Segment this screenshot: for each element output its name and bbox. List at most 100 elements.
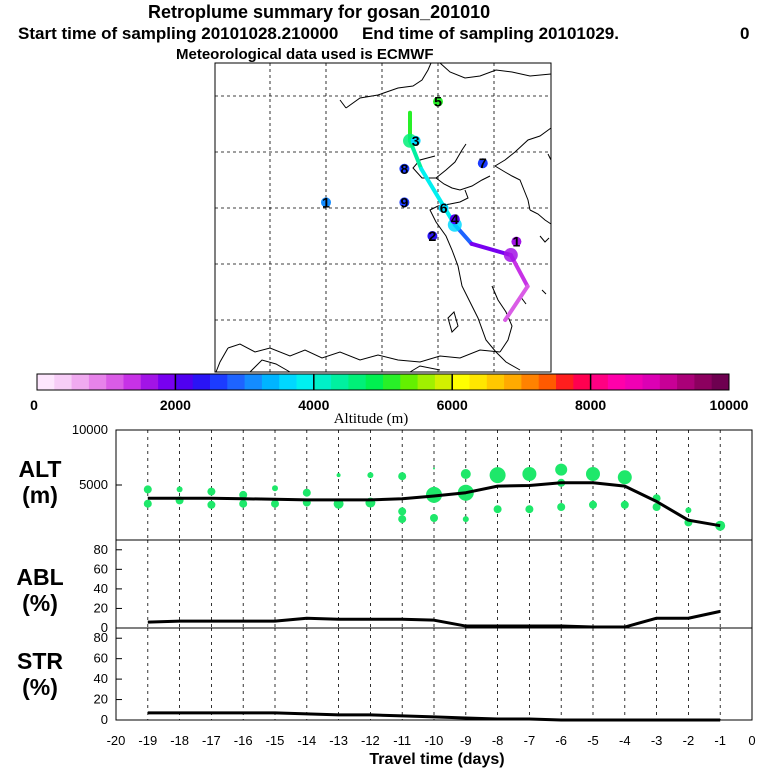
alt-spread-point (336, 473, 341, 478)
alt-spread-point (143, 499, 152, 508)
alt-spread-point (239, 499, 248, 508)
x-tick-label: -7 (524, 733, 536, 748)
colorbar-tick-label: 4000 (298, 397, 329, 413)
alt-spread-point (398, 507, 407, 516)
alt-median-line (147, 481, 721, 528)
alt-spread-point (207, 487, 216, 496)
day-marker-label: 9 (401, 194, 409, 210)
y-tick-label: 10000 (72, 422, 108, 437)
x-tick-label: -17 (202, 733, 221, 748)
x-tick-label: -18 (170, 733, 189, 748)
trajectory-blob (503, 248, 518, 263)
x-tick-label: -5 (587, 733, 599, 748)
colorbar-tick-label: 2000 (160, 397, 191, 413)
day-marker: 1 (321, 194, 331, 210)
colorbar-swatch (279, 374, 297, 390)
colorbar-swatch (140, 374, 159, 390)
x-tick-label: -6 (555, 733, 567, 748)
x-tick-label: -13 (329, 733, 348, 748)
colorbar-swatch (192, 374, 211, 390)
colorbar-swatch (123, 374, 142, 390)
y-tick-label: 40 (94, 581, 108, 596)
abl-panel-label: ABL (%) (12, 564, 68, 616)
colorbar-swatch (37, 374, 55, 390)
y-tick-label: 20 (94, 600, 108, 615)
x-tick-label: -9 (460, 733, 472, 748)
day-marker-label: 2 (429, 228, 437, 244)
start-time: Start time of sampling 20101028.210000 (18, 24, 339, 43)
colorbar-swatch (227, 374, 246, 390)
x-tick-label: -19 (138, 733, 157, 748)
day-marker-label: 1 (322, 194, 330, 210)
colorbar-swatch (348, 374, 367, 390)
colorbar-swatch (573, 374, 592, 390)
alt-spread-point (302, 488, 311, 497)
y-tick-label: 60 (94, 651, 108, 666)
end-time: End time of sampling 20101029. (361, 24, 619, 43)
alt-spread-point (555, 463, 568, 476)
alt-spread-point (489, 467, 506, 484)
day-marker-label: 8 (401, 161, 409, 177)
altitude-colorbar: 0 2000 4000 6000 8000 10000 (30, 373, 749, 413)
day-marker-label: 5 (434, 94, 442, 110)
colorbar-swatch (106, 374, 124, 390)
map-graticule (215, 63, 551, 372)
x-tick-label: -12 (361, 733, 380, 748)
alt-spread-point (143, 485, 152, 494)
abl-label-name: ABL (16, 564, 64, 590)
sampling-times: Start time of sampling 20101028.210000 E… (18, 24, 619, 44)
alt-spread-point (239, 490, 248, 499)
x-tick-label: -11 (393, 733, 411, 748)
str-panel-label: STR (%) (12, 648, 68, 700)
day-marker-label: 4 (451, 211, 459, 227)
day-marker-label: 6 (440, 200, 448, 216)
colorbar-tick-label: 8000 (575, 397, 606, 413)
x-tick-label: -15 (266, 733, 285, 748)
alt-panel-label: ALT (m) (12, 456, 68, 508)
colorbar-swatch (210, 374, 228, 390)
colorbar-swatch (54, 374, 73, 390)
alt-spread-point (493, 505, 502, 514)
colorbar-tick-label: 0 (30, 397, 38, 413)
day-marker-label: 3 (412, 133, 420, 149)
day-marker: 2 (427, 228, 438, 244)
y-tick-label: 20 (94, 692, 108, 707)
x-tick-label: 0 (748, 733, 755, 748)
str-median-line (147, 711, 721, 722)
colorbar-swatch (383, 374, 401, 390)
day-marker-dot (449, 214, 460, 225)
trajectory-segment (503, 284, 530, 322)
met-data-note: Meteorological data used is ECMWF (176, 46, 434, 63)
colorbar-swatch (434, 374, 453, 390)
colorbar-swatch (504, 374, 522, 390)
colorbar-swatch (556, 374, 574, 390)
alt-spread-point (176, 486, 183, 493)
trajectory-segment (419, 166, 457, 227)
x-tick-label: -4 (619, 733, 631, 748)
day-marker-dot (427, 231, 438, 241)
colorbar-tick-label: 6000 (437, 397, 468, 413)
colorbar-swatch (694, 374, 713, 390)
trajectory-layer (403, 110, 530, 322)
colorbar-swatch (625, 374, 643, 390)
alt-spread-point (271, 499, 279, 508)
alt-spread-point (460, 469, 471, 479)
alt-panel: 5000 10000 (72, 422, 726, 540)
x-tick-label: -2 (683, 733, 695, 748)
abl-label-unit: (%) (22, 590, 58, 616)
colorbar-swatch (417, 374, 436, 390)
colorbar-swatch (521, 374, 540, 390)
alt-spread-point (685, 507, 692, 514)
str-label-unit: (%) (22, 674, 58, 700)
day-marker-dot (477, 158, 488, 169)
x-axis-title: Travel time (days) (369, 751, 504, 768)
colorbar-swatch (261, 374, 280, 390)
alt-spread-point (272, 485, 278, 492)
colorbar-swatch (607, 374, 626, 390)
str-panel: 0 20 40 60 80 (94, 628, 721, 727)
colorbar-swatch (486, 374, 505, 390)
